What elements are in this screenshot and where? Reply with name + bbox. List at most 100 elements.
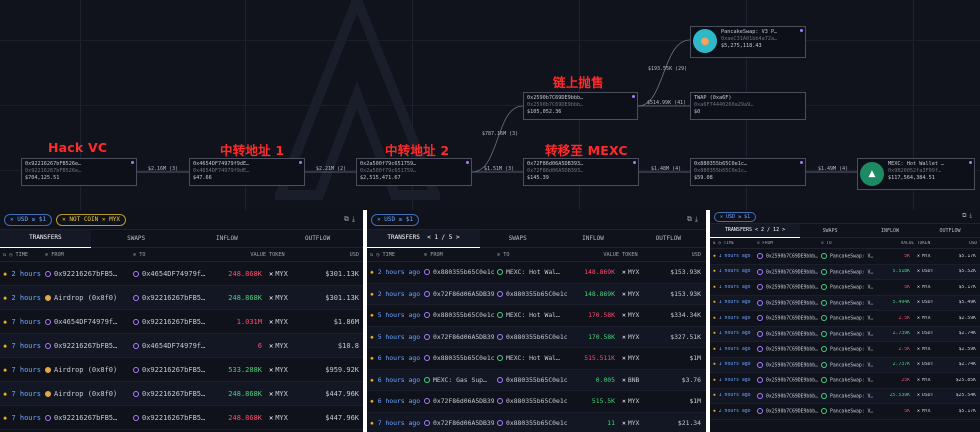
row-from[interactable]: 0x72F86d06A5DB39… <box>421 333 494 341</box>
row-to[interactable]: PancakeSwap: V… <box>818 253 876 260</box>
table-row[interactable]: ✹ 2 hours ago 0x880355b65C0e1c… MEXC: Hot … <box>367 262 706 284</box>
row-to[interactable]: MEXC: Hot Wal… <box>494 354 567 362</box>
row-to[interactable]: 0x92216267bFB5… <box>130 294 216 302</box>
table-row[interactable]: ✹ 7 hours ago 0x72F86d06A5DB39… 0x880355b6… <box>367 412 706 432</box>
node-seller[interactable]: 0x2590b7C69DE9bbb… 0x2590b7C69DE9bbb… $105… <box>523 92 638 120</box>
row-from[interactable]: 0x4654DF74979f… <box>42 318 130 326</box>
row-from[interactable]: 0x2590b7C69DE9bbb… <box>754 361 818 368</box>
table-row[interactable]: ✹ 1 hours ago 0x2590b7C69DE9bbb… PancakeSw… <box>710 373 980 389</box>
table-row[interactable]: ✹ 7 hours ago0x4654DF74979f…0x92216267bF… <box>0 310 363 334</box>
row-to[interactable]: 0x880355b65C0e1c… <box>494 419 567 427</box>
row-to[interactable]: PancakeSwap: V… <box>818 377 876 384</box>
row-from[interactable]: 0x72F86d06A5DB39… <box>421 397 494 405</box>
row-to[interactable]: 0x92216267bFB5… <box>130 366 216 374</box>
table-row[interactable]: ✹ 1 hours ago 0x2590b7C69DE9bbb… PancakeSw… <box>710 357 980 373</box>
row-to[interactable]: PancakeSwap: V… <box>818 408 876 415</box>
table-row[interactable]: ✹ 5 hours ago 0x880355b65C0e1c… MEXC: Hot … <box>367 305 706 327</box>
row-to[interactable]: PancakeSwap: V… <box>818 392 876 399</box>
table-row[interactable]: ✹ 2 hours ago 0x2590b7C69DE9bbb… PancakeSw… <box>710 404 980 420</box>
tab-outflow[interactable]: OUTFLOW <box>939 227 961 234</box>
tab-transfers[interactable]: TRANSFERS <box>0 229 91 248</box>
table-row[interactable]: ✹ 7 hours ago0x92216267bFB5…0x4654DF7497… <box>0 334 363 358</box>
row-to[interactable]: 0x880355b65C0e1c… <box>494 397 567 405</box>
tab-swaps[interactable]: SWAPS <box>127 234 146 242</box>
row-from[interactable]: Airdrop (0x8f0) <box>42 390 130 398</box>
filter-chip-usd[interactable]: ✕ USD ≥ $1 <box>371 213 420 226</box>
row-to[interactable]: MEXC: Hot Wal… <box>494 311 567 319</box>
row-to[interactable]: MEXC: Hot Wal… <box>494 268 567 276</box>
row-from[interactable]: Airdrop (0x8f0) <box>42 366 130 374</box>
row-from[interactable]: 0x2590b7C69DE9bbb… <box>754 392 818 399</box>
row-from[interactable]: 0x92216267bFB5… <box>42 414 130 422</box>
tab-inflow[interactable]: INFLOW <box>880 227 900 234</box>
table-row[interactable]: ✹ 1 hours ago 0x2590b7C69DE9bbb… PancakeSw… <box>710 280 980 296</box>
row-to[interactable]: PancakeSwap: V… <box>818 284 876 291</box>
row-to[interactable]: 0x92216267bFB5… <box>130 318 216 326</box>
row-to[interactable]: 0x880355b65C0e1c… <box>494 290 567 298</box>
tab-swaps[interactable]: SWAPS <box>508 234 527 242</box>
row-from[interactable]: 0x72F86d06A5DB39… <box>421 419 494 427</box>
tab-swaps[interactable]: SWAPS <box>822 227 838 234</box>
table-row[interactable]: ✹ 1 hours ago 0x2590b7C69DE9bbb… PancakeSw… <box>710 249 980 265</box>
row-from[interactable]: 0x880355b65C0e1c… <box>421 311 494 319</box>
table-row[interactable]: ✹ 5 hours ago 0x72F86d06A5DB39… 0x880355b6… <box>367 326 706 348</box>
table-row[interactable]: ✹ 1 hours ago 0x2590b7C69DE9bbb… PancakeSw… <box>710 388 980 404</box>
row-from[interactable]: MEXC: Gas Sup… <box>421 376 494 384</box>
row-to[interactable]: 0x4654DF74979f… <box>130 342 216 350</box>
row-from[interactable]: 0x92216267bFB5… <box>42 270 130 278</box>
node-pre-mexc[interactable]: 0x880355b65C0e1c… 0x880355b65C0e1c… $59.08 <box>690 158 806 186</box>
table-row[interactable]: ✹ 7 hours agoAirdrop (0x8f0)0x92216267bF… <box>0 382 363 406</box>
node-mid[interactable]: 0x72F86d06A5DB393… 0x72F86d06A5DB393… $145… <box>523 158 639 186</box>
row-from[interactable]: 0x2590b7C69DE9bbb… <box>754 299 818 306</box>
node-relay2[interactable]: 0x2a500f79c651759… 0x2a500f79c651759… $2,5… <box>356 158 472 186</box>
row-to[interactable]: PancakeSwap: V… <box>818 361 876 368</box>
node-relay1[interactable]: 0x4654DF74979f9dE… 0x4654DF74979f9dE… $47.… <box>189 158 305 186</box>
table-row[interactable]: ✹ 1 hours ago 0x2590b7C69DE9bbb… PancakeSw… <box>710 295 980 311</box>
row-to[interactable]: 0x92216267bFB5… <box>130 390 216 398</box>
table-row[interactable]: ✹ 6 hours ago 0x880355b65C0e1c… MEXC: Hot … <box>367 348 706 370</box>
filter-chip-usd[interactable]: ✕ USD ≥ $1 <box>4 213 53 226</box>
tab-transfers[interactable]: TRANSFERS < 1 / 5 > <box>367 229 480 248</box>
table-row[interactable]: ✹ 2 hours ago0x92216267bFB5…0x4654DF7497… <box>0 262 363 286</box>
filter-chip-token[interactable]: ✕ NOT COIN ✕ MYX <box>56 213 126 226</box>
table-row[interactable]: ✹ 1 hours ago 0x2590b7C69DE9bbb… PancakeSw… <box>710 264 980 280</box>
row-to[interactable]: 0x92216267bFB5… <box>130 414 216 422</box>
tab-inflow[interactable]: INFLOW <box>582 234 604 242</box>
tab-transfers[interactable]: TRANSFERS < 2 / 12 > <box>710 223 800 238</box>
table-row[interactable]: ✹ 1 hours ago 0x2590b7C69DE9bbb… PancakeSw… <box>710 326 980 342</box>
row-to[interactable]: PancakeSwap: V… <box>818 268 876 275</box>
table-row[interactable]: ✹ 2 hours agoAirdrop (0x8f0)0x92216267bF… <box>0 286 363 310</box>
row-from[interactable]: 0x2590b7C69DE9bbb… <box>754 284 818 291</box>
row-from[interactable]: 0x2590b7C69DE9bbb… <box>754 315 818 322</box>
row-from[interactable]: 0x92216267bFB5… <box>42 342 130 350</box>
row-from[interactable]: 0x72F86d06A5DB39… <box>421 290 494 298</box>
table-row[interactable]: ✹ 6 hours ago 0x72F86d06A5DB39… 0x880355b6… <box>367 391 706 413</box>
table-row[interactable]: ✹ 7 hours agoAirdrop (0x8f0)0x92216267bF… <box>0 358 363 382</box>
row-from[interactable]: 0x2590b7C69DE9bbb… <box>754 377 818 384</box>
copy-download-icon[interactable]: ⧉⤓ <box>962 212 975 219</box>
row-to[interactable]: 0x880355b65C0e1c… <box>494 376 567 384</box>
table-row[interactable]: ✹ 1 hours ago 0x2590b7C69DE9bbb… PancakeSw… <box>710 342 980 358</box>
row-from[interactable]: 0x2590b7C69DE9bbb… <box>754 268 818 275</box>
row-to[interactable]: 0x880355b65C0e1c… <box>494 333 567 341</box>
row-to[interactable]: PancakeSwap: V… <box>818 346 876 353</box>
node-hack[interactable]: 0x92216267bFB526e… 0x92216267bFB526e… $704… <box>21 158 137 186</box>
table-row[interactable]: ✹ 1 hours ago 0x2590b7C69DE9bbb… PancakeSw… <box>710 311 980 327</box>
tab-outflow[interactable]: OUTFLOW <box>304 234 331 242</box>
row-to[interactable]: 0x4654DF74979f… <box>130 270 216 278</box>
copy-download-icon[interactable]: ⧉⤓ <box>686 215 701 223</box>
table-row[interactable]: ✹ 6 hours ago MEXC: Gas Sup… 0x880355b65C0… <box>367 369 706 391</box>
row-from[interactable]: 0x880355b65C0e1c… <box>421 354 494 362</box>
row-from[interactable]: 0x2590b7C69DE9bbb… <box>754 346 818 353</box>
row-to[interactable]: PancakeSwap: V… <box>818 299 876 306</box>
tab-inflow[interactable]: INFLOW <box>216 234 238 242</box>
filter-chip-usd[interactable]: ✕ USD ≥ $1 <box>714 211 757 222</box>
row-to[interactable]: PancakeSwap: V… <box>818 330 876 337</box>
row-from[interactable]: 0x2590b7C69DE9bbb… <box>754 253 818 260</box>
row-from[interactable]: 0x2590b7C69DE9bbb… <box>754 330 818 337</box>
table-row[interactable]: ✹ 2 hours ago 0x72F86d06A5DB39… 0x880355b6… <box>367 283 706 305</box>
row-from[interactable]: 0x2590b7C69DE9bbb… <box>754 408 818 415</box>
row-to[interactable]: PancakeSwap: V… <box>818 315 876 322</box>
node-twap[interactable]: TWAP (0xa6F) 0xa6F74440260a29a9… $0 <box>690 92 806 120</box>
table-row[interactable]: ✹ 7 hours ago0x92216267bFB5…0x92216267bF… <box>0 406 363 430</box>
